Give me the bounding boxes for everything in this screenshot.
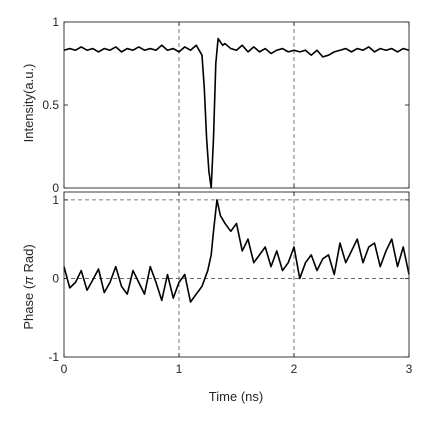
x-tick-label: 1 [176,362,183,376]
y-tick-label: 1 [52,193,59,207]
phase-line [63,199,410,303]
intensity-panel: 00.51 [42,15,410,195]
y-tick-label: 1 [52,15,59,29]
y-tick-label: 0.5 [42,98,59,112]
y-tick-label: -1 [48,350,59,364]
axes-frame [63,191,410,358]
x-tick-label: 2 [291,362,298,376]
y-tick-label: 0 [52,181,59,195]
phase-axis-label: Phase (π Rad) [21,244,36,329]
y-tick-label: 0 [52,271,59,285]
intensity-axis-label: Intensity(a.u.) [21,64,36,143]
time-axis-label: Time (ns) [209,389,263,404]
x-tick-label: 0 [61,362,68,376]
x-tick-label: 3 [406,362,413,376]
intensity-line [63,37,410,189]
